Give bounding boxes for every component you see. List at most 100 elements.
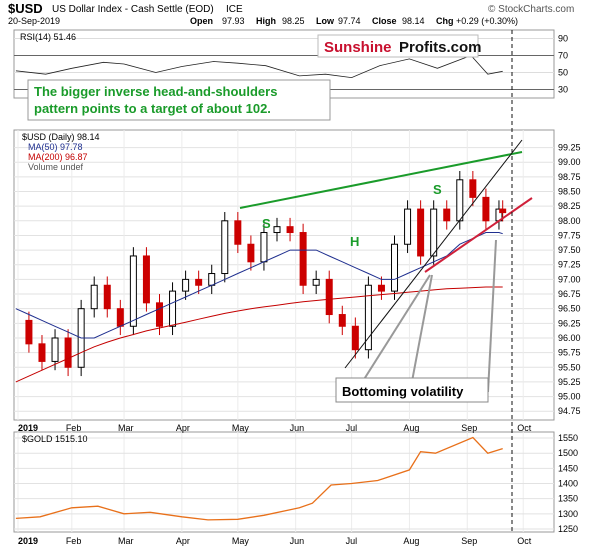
open-label: Open	[190, 16, 213, 26]
headline-line1: The bigger inverse head-and-shoulders	[34, 84, 277, 99]
watermark: © StockCharts.com	[488, 4, 574, 15]
usd-legend: $USD (Daily) 98.14	[22, 132, 100, 142]
low-value: 97.74	[338, 16, 361, 26]
month-tick-label: Aug	[403, 423, 419, 433]
logo-profits: Profits.com	[399, 39, 482, 56]
candle-body	[338, 314, 346, 327]
candle-body	[142, 255, 150, 304]
rsi-line	[15, 55, 503, 79]
price-tick-label: 95.75	[558, 348, 581, 358]
candle-body	[234, 220, 242, 245]
price-tick-label: 98.75	[558, 172, 581, 182]
candle-body	[499, 208, 507, 214]
label-s-left: S	[262, 216, 271, 231]
candle-body	[103, 284, 111, 310]
candle-body	[273, 226, 281, 234]
candle-body	[129, 255, 137, 327]
candle-body	[351, 325, 359, 351]
gold-legend: $GOLD 1515.10	[22, 434, 88, 444]
candle-body	[377, 284, 385, 292]
support-line-red	[424, 197, 533, 273]
candle-body	[312, 278, 320, 286]
header-date: 20-Sep-2019	[8, 16, 60, 26]
label-s-right: S	[433, 182, 442, 197]
candle-body	[260, 232, 268, 263]
rsi-tick-label: 90	[558, 34, 568, 44]
low-label: Low	[316, 16, 335, 26]
rsi-tick-label: 50	[558, 68, 568, 78]
tick-labels: 90 70 50 30 99.25 99.00 98.75 98.50 98.25 98.00 97…	[18, 34, 581, 547]
header-exchange: ICE	[226, 4, 243, 15]
candle-body	[221, 220, 229, 275]
price-tick-label: 97.00	[558, 274, 581, 284]
candles	[25, 171, 507, 377]
gold-tick-label: 1300	[558, 509, 578, 519]
chg-value: +0.29 (+0.30%)	[456, 16, 518, 26]
price-tick-label: 97.50	[558, 245, 581, 255]
candle-body	[247, 243, 255, 263]
neckline-green	[239, 151, 523, 209]
price-tick-label: 96.75	[558, 289, 581, 299]
month-tick-label: Feb	[66, 536, 82, 546]
month-tick-label: Aug	[403, 536, 419, 546]
price-tick-label: 97.25	[558, 260, 581, 270]
month-tick-label: Mar	[118, 423, 134, 433]
ma50-line	[15, 232, 503, 339]
volatility-pointer-1	[355, 274, 431, 393]
ma200-legend: MA(200) 96.87	[28, 152, 88, 162]
month-tick-label: Jun	[290, 536, 305, 546]
gold-tick-label: 1450	[558, 463, 578, 473]
price-tick-label: 96.50	[558, 304, 581, 314]
price-tick-label: 98.00	[558, 216, 581, 226]
month-tick-label: Jul	[346, 536, 358, 546]
month-tick-label: Oct	[517, 423, 532, 433]
volatility-text: Bottoming volatility	[342, 384, 464, 399]
header-symbol: $USD	[8, 1, 43, 16]
rsi-tick-label: 70	[558, 51, 568, 61]
gold-tick-label: 1250	[558, 524, 578, 534]
rsi-tick-label: 30	[558, 85, 568, 95]
month-tick-label: Jun	[290, 423, 305, 433]
volatility-box	[335, 377, 489, 403]
candle-body	[208, 273, 216, 286]
high-label: High	[256, 16, 276, 26]
price-tick-label: 96.00	[558, 333, 581, 343]
month-tick-label: Jul	[346, 423, 358, 433]
candle-body	[51, 337, 59, 362]
open-value: 97.93	[222, 16, 245, 26]
candle-body	[391, 243, 399, 292]
candle-body	[456, 179, 464, 222]
chg-label: Chg	[436, 16, 454, 26]
gold-panel	[13, 431, 555, 533]
candle-body	[38, 343, 46, 362]
candle-body	[299, 232, 307, 286]
candle-body	[325, 278, 333, 316]
candle-body	[90, 284, 98, 310]
close-value: 98.14	[402, 16, 425, 26]
candle-body	[155, 302, 163, 327]
price-tick-label: 98.50	[558, 187, 581, 197]
price-tick-label: 96.25	[558, 318, 581, 328]
close-label: Close	[372, 16, 397, 26]
candle-body	[482, 196, 490, 222]
price-tick-label: 99.00	[558, 157, 581, 167]
gold-line	[15, 436, 503, 521]
month-tick-label: Oct	[517, 536, 532, 546]
rsi-legend: RSI(14) 51.46	[20, 32, 76, 42]
price-tick-label: 98.25	[558, 201, 581, 211]
logo-sunshine: Sunshine	[324, 39, 392, 56]
candle-body	[182, 278, 190, 292]
price-tick-label: 95.00	[558, 392, 581, 402]
uptrend-line-black	[344, 139, 523, 369]
label-h: H	[350, 234, 359, 249]
month-tick-label: Apr	[176, 536, 190, 546]
gold-tick-label: 1350	[558, 494, 578, 504]
month-tick-label: May	[232, 423, 250, 433]
candle-body	[417, 208, 425, 257]
gold-tick-label: 1500	[558, 448, 578, 458]
gold-tick-label: 1550	[558, 433, 578, 443]
ma50-legend: MA(50) 97.78	[28, 142, 83, 152]
volatility-pointer-3	[487, 239, 497, 393]
